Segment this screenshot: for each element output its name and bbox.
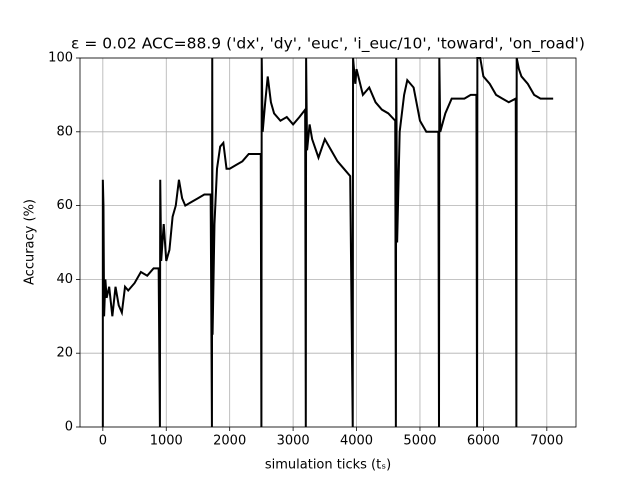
y-tick-label: 60 <box>56 198 73 213</box>
x-tick-label: 0 <box>99 434 107 449</box>
data-line <box>101 57 554 428</box>
y-tick-label: 80 <box>56 124 73 139</box>
y-tick-label: 100 <box>48 51 73 66</box>
x-tick-label: 7000 <box>530 434 563 449</box>
x-tick-label: 1000 <box>150 434 183 449</box>
x-axis-label: simulation ticks (tₛ) <box>265 458 391 473</box>
y-tick-label: 40 <box>56 272 73 287</box>
y-tick-label: 0 <box>65 420 73 435</box>
y-tick-label: 20 <box>56 346 73 361</box>
chart-title: ε = 0.02 ACC=88.9 ('dx', 'dy', 'euc', 'i… <box>71 35 585 54</box>
plot-frame <box>79 57 577 428</box>
x-tick-label: 3000 <box>277 434 310 449</box>
y-axis-label: Accuracy (%) <box>23 199 38 285</box>
x-tick-label: 6000 <box>467 434 500 449</box>
x-tick-label: 5000 <box>403 434 436 449</box>
x-tick-label: 2000 <box>213 434 246 449</box>
x-tick-label: 4000 <box>340 434 373 449</box>
